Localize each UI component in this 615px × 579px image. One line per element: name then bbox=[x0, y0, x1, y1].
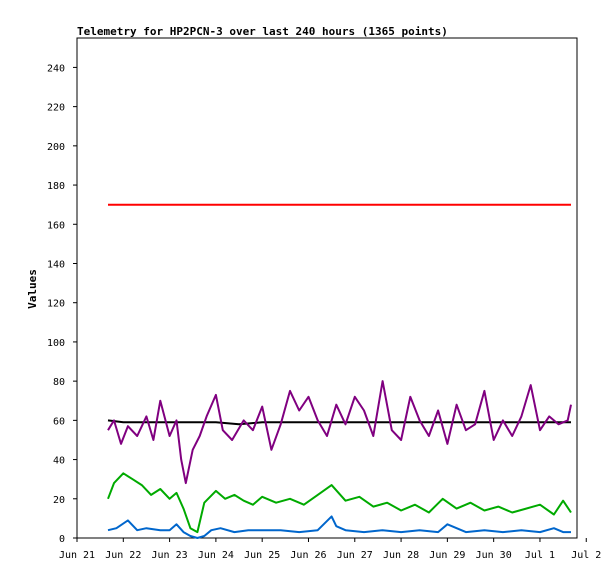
y-tick-label: 160 bbox=[47, 220, 65, 231]
chart-title: Telemetry for HP2PCN-3 over last 240 hou… bbox=[77, 25, 448, 38]
x-tick-label: Jun 25 bbox=[244, 550, 280, 561]
y-tick-label: 220 bbox=[47, 103, 65, 114]
y-tick-label: 120 bbox=[47, 299, 65, 310]
x-tick-label: Jun 23 bbox=[152, 550, 188, 561]
plot-area-border bbox=[76, 37, 578, 539]
x-axis: Jun 21 Jun 22 Jun 23 Jun 24 Jun 25 Jun 26 Jun … bbox=[59, 538, 601, 561]
y-tick-label: 40 bbox=[53, 456, 65, 467]
x-tick-label: Jul 1 bbox=[525, 550, 555, 561]
y-axis: 0 20 40 60 80 100 120 140 160 180 200 220 240 bbox=[47, 63, 77, 545]
series-line-1 bbox=[107, 419, 571, 426]
x-tick-label: Jun 28 bbox=[383, 550, 419, 561]
y-tick-label: 20 bbox=[53, 495, 65, 506]
y-tick-label: 0 bbox=[59, 534, 65, 545]
x-tick-label: Jun 30 bbox=[476, 550, 512, 561]
y-tick-label: 180 bbox=[47, 181, 65, 192]
x-tick-label: Jun 24 bbox=[198, 550, 234, 561]
series-line-2 bbox=[107, 380, 572, 485]
x-tick-label: Jun 21 bbox=[59, 550, 95, 561]
y-tick-label: 200 bbox=[47, 142, 65, 153]
y-tick-label: 60 bbox=[53, 416, 65, 427]
x-tick-label: Jun 26 bbox=[290, 550, 326, 561]
x-tick-label: Jun 22 bbox=[105, 550, 141, 561]
x-tick-label: Jun 29 bbox=[429, 550, 465, 561]
y-axis-label: Values bbox=[26, 269, 39, 309]
y-tick-label: 100 bbox=[47, 338, 65, 349]
x-tick-label: Jul 2 bbox=[571, 550, 601, 561]
series-line-4 bbox=[107, 515, 571, 539]
y-tick-label: 80 bbox=[53, 377, 65, 388]
y-tick-label: 140 bbox=[47, 259, 65, 270]
x-tick-label: Jun 27 bbox=[337, 550, 373, 561]
y-tick-label: 240 bbox=[47, 63, 65, 74]
series-layer bbox=[107, 203, 572, 539]
series-line-3 bbox=[107, 472, 572, 534]
